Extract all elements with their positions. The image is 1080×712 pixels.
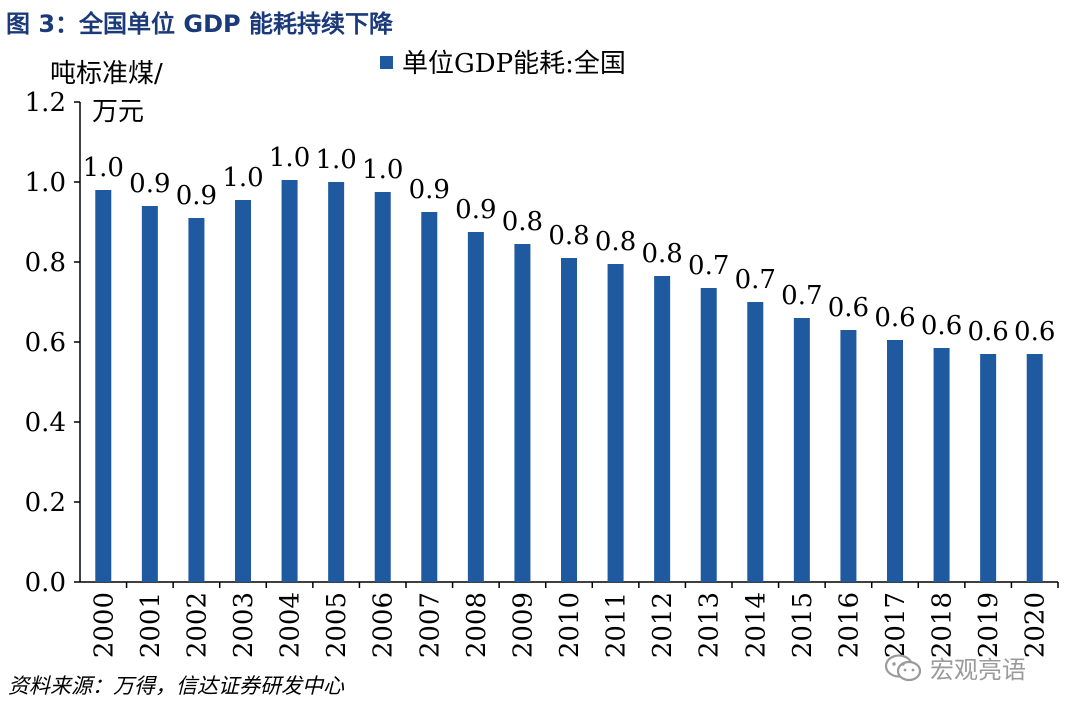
- bar-value-label: 0.7: [781, 281, 822, 311]
- x-tick-label: 2019: [974, 592, 1004, 658]
- x-tick-label: 2006: [369, 592, 399, 658]
- bar: [328, 182, 345, 582]
- x-axis: 2000 2001 2002 2003 2004 2005 2006 2007 2008 2009…: [80, 581, 1059, 658]
- y-tick-label: 0.4: [25, 408, 66, 438]
- x-tick-label: 2018: [928, 592, 958, 658]
- bar: [887, 340, 903, 582]
- watermark: 宏观亮语: [884, 650, 1026, 685]
- y-tick-label: 1.2: [25, 88, 66, 118]
- bar: [95, 190, 112, 582]
- bar: [980, 354, 997, 582]
- bar: [514, 244, 531, 582]
- x-tick-label: 2012: [648, 592, 678, 658]
- x-tick-label: 2001: [136, 592, 166, 658]
- bar-value-label: 1.0: [362, 155, 403, 185]
- wechat-icon: [884, 653, 922, 681]
- x-tick-label: 2010: [555, 592, 585, 658]
- bar: [654, 276, 671, 582]
- bar-value-label: 0.8: [641, 239, 682, 269]
- bar-value-label: 0.6: [1014, 317, 1055, 347]
- bar-value-label: 1.0: [83, 153, 124, 183]
- y-axis: 0.0 0.2 0.4 0.6 0.8 1.0 1.2: [25, 88, 81, 598]
- x-tick-label: 2003: [229, 592, 259, 658]
- bar: [840, 330, 857, 582]
- bar: [374, 192, 391, 582]
- bar: [700, 288, 717, 582]
- x-tick-label: 2008: [462, 592, 492, 658]
- y-tick-label: 0.8: [25, 248, 66, 278]
- x-tick-label: 2004: [276, 592, 306, 658]
- x-tick-label: 2013: [695, 592, 725, 658]
- legend-swatch: [380, 56, 393, 69]
- bar-value-label: 0.9: [129, 169, 170, 199]
- bar-value-label: 0.8: [502, 207, 543, 237]
- x-tick-label: 2009: [508, 592, 538, 658]
- x-ticks: 2000 2001 2002 2003 2004 2005 2006 2007 2008 2009…: [89, 582, 1059, 658]
- x-tick-label: 2020: [1021, 592, 1051, 658]
- bar-value-label: 0.9: [176, 181, 217, 211]
- bar: [141, 206, 158, 582]
- bar: [188, 218, 205, 582]
- bar-value-label: 1.0: [222, 163, 263, 193]
- bar: [933, 348, 950, 582]
- bar-value-label: 0.8: [548, 221, 589, 251]
- figure-title: 图 3：全国单位 GDP 能耗持续下降: [6, 10, 393, 38]
- bar-value-label: 0.6: [828, 293, 869, 323]
- bar: [1026, 354, 1043, 582]
- bar: [467, 232, 484, 582]
- bar: [747, 302, 764, 582]
- x-tick-label: 2007: [415, 592, 445, 658]
- legend-label: 单位GDP能耗:全国: [402, 49, 626, 79]
- bar: [793, 318, 810, 582]
- y-axis-label-line1: 吨标准煤/: [50, 59, 163, 89]
- bar: [561, 258, 577, 582]
- x-tick-label: 2017: [881, 592, 911, 658]
- bar-value-label: 0.6: [921, 311, 962, 341]
- y-tick-label: 0.0: [25, 568, 66, 598]
- x-tick-label: 2002: [182, 592, 212, 658]
- bar-value-label: 0.9: [455, 195, 496, 225]
- x-tick-label: 2016: [834, 592, 864, 658]
- bar-labels: 1.00.9 0.91.01.0 1.0 1.00.90.9 0.8 0.8 0.8 0.8 0…: [83, 143, 1056, 347]
- bar: [281, 180, 298, 582]
- legend: 单位GDP能耗:全国: [380, 49, 626, 79]
- source-note: 资料来源：万得，信达证券研发中心: [8, 674, 344, 698]
- y-axis-label-line2: 万元: [92, 97, 144, 127]
- x-tick-label: 2014: [741, 592, 771, 658]
- y-tick-label: 1.0: [25, 168, 66, 198]
- bar-value-label: 0.6: [967, 317, 1008, 347]
- y-ticks: 0.0 0.2 0.4 0.6 0.8 1.0 1.2: [25, 88, 80, 598]
- bar-value-label: 1.0: [269, 143, 310, 173]
- x-tick-label: 2015: [788, 592, 818, 658]
- bar-value-label: 0.9: [409, 175, 450, 205]
- bar-value-label: 0.7: [735, 265, 776, 295]
- watermark-text: 宏观亮语: [930, 656, 1026, 684]
- y-tick-label: 0.2: [25, 488, 66, 518]
- bar-value-label: 0.8: [595, 227, 636, 257]
- bar-value-label: 0.6: [874, 303, 915, 333]
- bar-value-label: 0.7: [688, 251, 729, 281]
- x-tick-label: 2005: [322, 592, 352, 658]
- bar-value-label: 1.0: [315, 145, 356, 175]
- y-tick-label: 0.6: [25, 328, 66, 358]
- bars: [95, 180, 1043, 582]
- x-tick-label: 2011: [602, 592, 632, 658]
- bar: [607, 264, 624, 582]
- bar: [421, 212, 438, 582]
- bar: [235, 200, 251, 582]
- x-tick-label: 2000: [89, 592, 119, 658]
